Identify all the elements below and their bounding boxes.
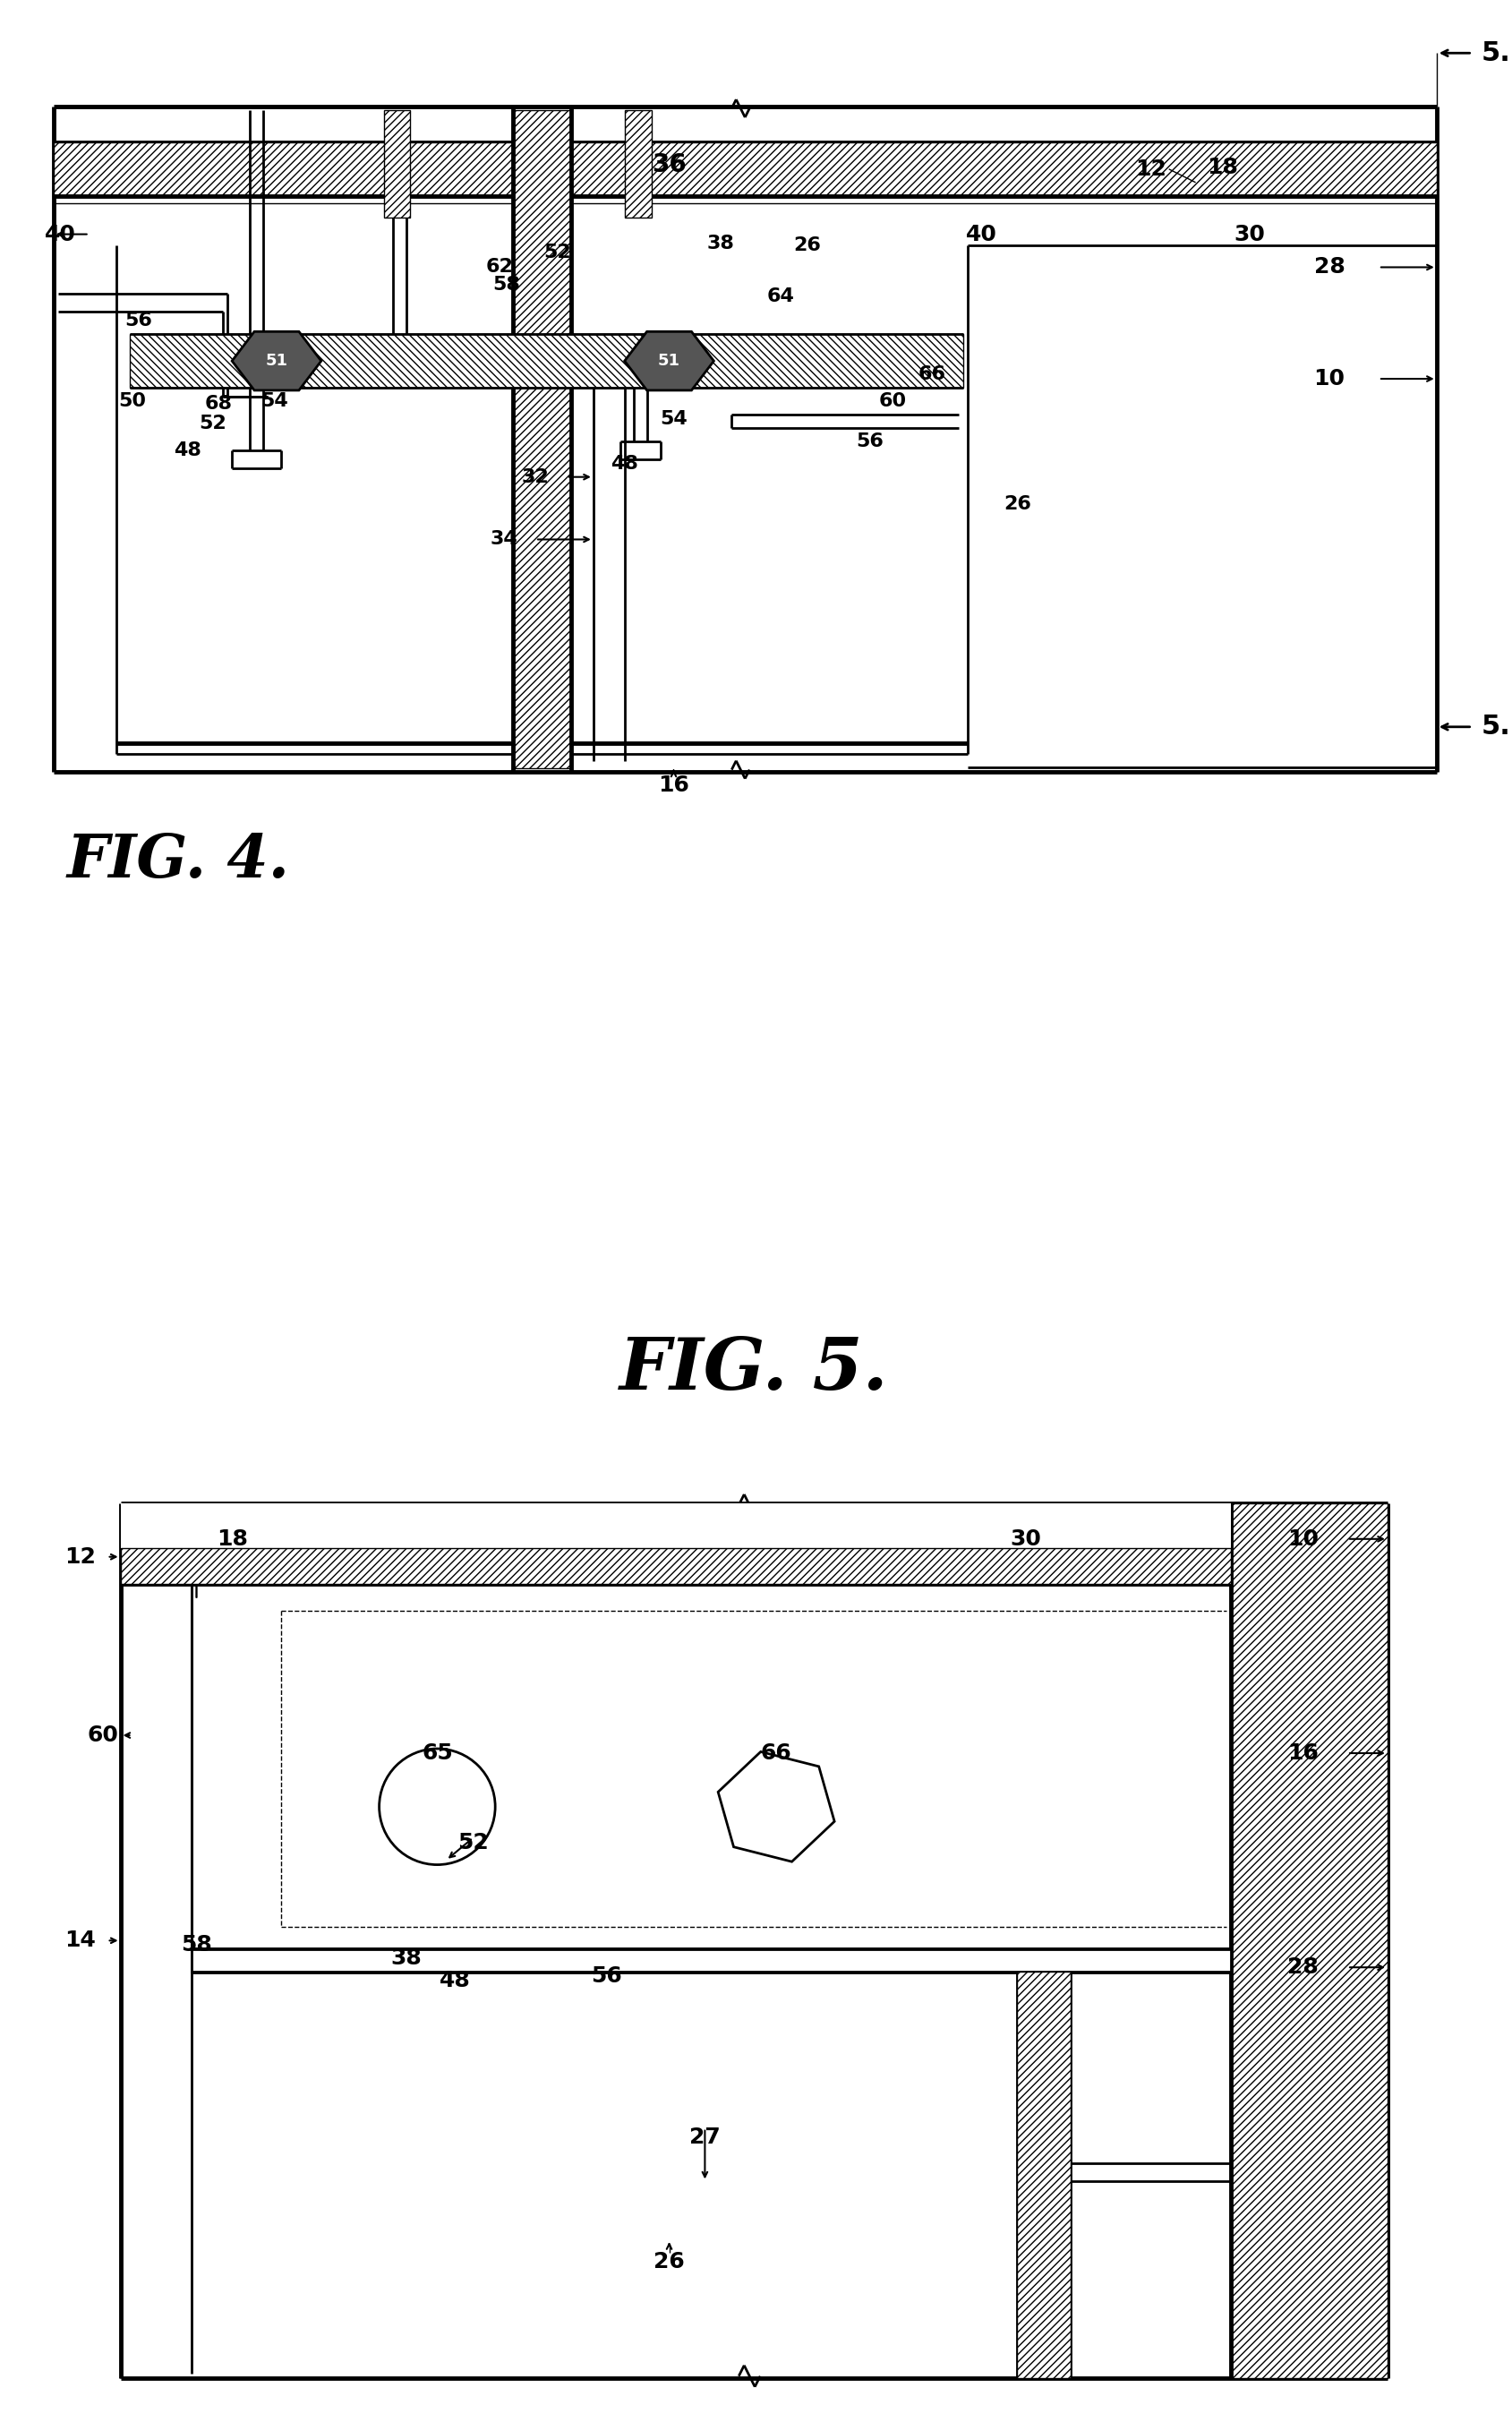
Bar [121,1548,1231,1584]
Text: 40: 40 [45,223,76,245]
Text: 18: 18 [216,1528,248,1550]
Text: 10: 10 [1312,368,1344,390]
Text: 36: 36 [652,153,686,177]
Text: 54: 54 [659,409,686,429]
Text: 26: 26 [653,2250,685,2272]
Text: 58: 58 [180,1935,212,1957]
Text: 5.: 5. [1480,714,1509,739]
Text: 32: 32 [522,467,549,487]
Text: 68: 68 [204,395,233,412]
Text: 38: 38 [390,1947,422,1969]
Text: 66: 66 [918,366,945,383]
Text: 28: 28 [1287,1957,1317,1979]
Bar [384,109,410,218]
Text: 14: 14 [65,1930,95,1952]
Text: 56: 56 [591,1967,621,1986]
Polygon shape [624,332,714,390]
Text: FIG. 4.: FIG. 4. [67,831,290,889]
Text: 48: 48 [174,441,201,460]
Circle shape [380,1749,494,1865]
Text: 51: 51 [265,354,287,368]
Text: 66: 66 [761,1741,791,1763]
Text: 52: 52 [457,1831,488,1853]
Text: 12: 12 [1134,157,1166,179]
Bar [1016,1972,1070,2378]
Text: 60: 60 [878,392,906,409]
Text: 64: 64 [767,288,794,305]
Text: 48: 48 [440,1969,470,1991]
Bar [130,334,963,388]
Text: 16: 16 [658,775,689,794]
Text: 34: 34 [490,530,517,547]
Text: 52: 52 [544,242,572,262]
Text: 56: 56 [124,312,153,329]
Text: 18: 18 [1207,157,1237,179]
Text: 30: 30 [1232,223,1264,245]
Bar [624,109,652,218]
Text: 40: 40 [965,223,996,245]
Text: 54: 54 [262,392,289,409]
Bar [53,143,1436,196]
Text: 30: 30 [1010,1528,1042,1550]
Text: 5.: 5. [1480,41,1509,65]
Text: 26: 26 [1002,494,1030,513]
Text: 16: 16 [1287,1741,1317,1763]
Text: 62: 62 [485,259,513,276]
Text: 51: 51 [658,354,680,368]
Text: 65: 65 [422,1741,452,1763]
Text: 38: 38 [706,235,735,252]
Text: 27: 27 [689,2127,720,2148]
Bar [513,109,570,768]
Text: 12: 12 [65,1545,95,1567]
Polygon shape [718,1751,835,1863]
Text: 28: 28 [1312,257,1344,279]
Text: FIG. 5.: FIG. 5. [618,1335,888,1405]
Text: 56: 56 [856,431,883,450]
Text: 50: 50 [118,392,145,409]
Bar [121,1504,1231,1548]
Bar [1231,1504,1387,2378]
Bar [192,1950,1231,1972]
Text: 60: 60 [88,1724,118,1746]
Text: 52: 52 [198,414,225,434]
Text: 58: 58 [493,276,520,293]
Text: 10: 10 [1287,1528,1317,1550]
Text: 26: 26 [794,235,821,254]
Text: 48: 48 [611,455,638,472]
Polygon shape [231,332,321,390]
